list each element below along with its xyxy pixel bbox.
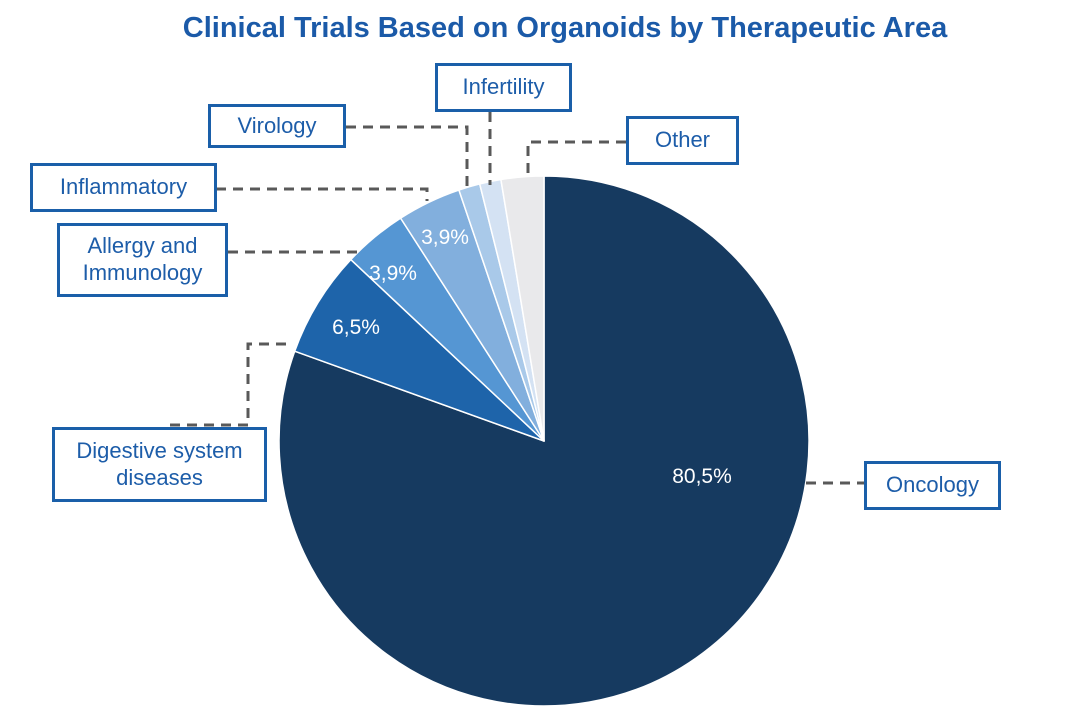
callout-digestive-label: Digestive system diseases — [76, 437, 243, 490]
percent-label-oncology: 80,5% — [672, 465, 732, 488]
callout-allergy-label: Allergy and Immunology — [82, 233, 203, 285]
callout-oncology: Oncology — [864, 461, 1001, 510]
percent-label-allergy: 3,9% — [369, 262, 417, 285]
callout-digestive-system-diseases: Digestive system diseases — [52, 427, 267, 502]
callout-infertility-label: Infertility — [462, 74, 545, 100]
connector-inflammatory — [216, 187, 429, 201]
percent-label-digestive: 6,5% — [332, 316, 380, 339]
callout-virology: Virology — [208, 104, 346, 148]
callout-inflammatory-label: Inflammatory — [59, 174, 188, 200]
percent-labels-group: 80,5% 6,5% 3,9% 3,9% — [332, 226, 732, 488]
callout-other: Other — [626, 116, 739, 165]
leader-lines-group — [170, 112, 864, 485]
connector-virology — [346, 125, 469, 190]
callout-infertility: Infertility — [435, 63, 572, 112]
connector-digestive — [170, 342, 290, 427]
callout-other-label: Other — [654, 127, 711, 153]
callout-inflammatory: Inflammatory — [30, 163, 217, 212]
pie-slice-other — [500, 175, 545, 442]
percent-label-inflammatory: 3,9% — [421, 226, 469, 249]
connector-other — [526, 140, 626, 178]
callout-virology-label: Virology — [237, 112, 317, 138]
pie-slices-group — [278, 175, 810, 707]
chart-title: Clinical Trials Based on Organoids by Th… — [182, 12, 948, 44]
callout-oncology-label: Oncology — [886, 472, 979, 498]
callout-allergy-and-immunology: Allergy and Immunology — [57, 223, 228, 297]
